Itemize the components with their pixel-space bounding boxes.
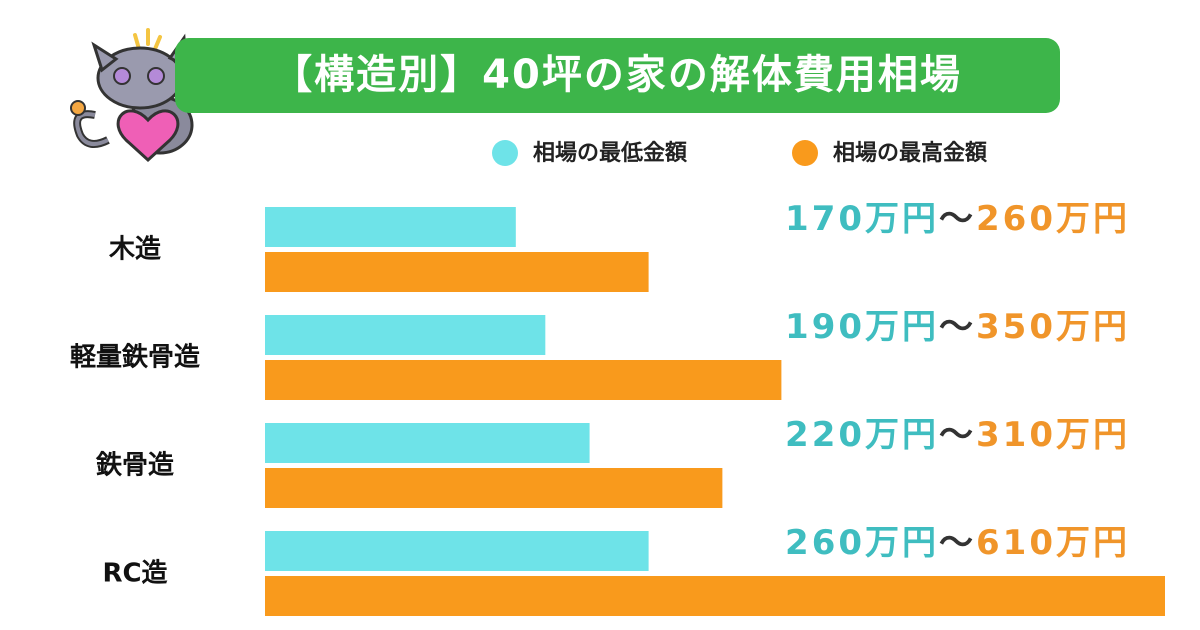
range-label: 170万円〜260万円	[785, 199, 1130, 239]
value-label: 190万円	[785, 307, 939, 347]
range-separator: 〜	[939, 415, 976, 455]
range-label: 260万円〜610万円	[785, 523, 1130, 563]
title-background	[175, 38, 1060, 113]
mascot	[70, 28, 194, 163]
category-label: 鉄骨造	[95, 451, 174, 481]
value-label: 220万円	[785, 415, 939, 455]
bar	[265, 207, 516, 247]
bar	[265, 531, 649, 571]
legend-label: 相場の最低金額	[533, 141, 688, 166]
legend-label: 相場の最高金額	[833, 140, 988, 166]
bar	[265, 252, 649, 292]
value-label: 610万円	[976, 523, 1130, 563]
range-label: 220万円〜310万円	[785, 415, 1130, 455]
legend-marker	[492, 140, 518, 166]
category-label: 木造	[108, 235, 161, 265]
value-label: 170万円	[785, 199, 939, 239]
bar	[265, 360, 782, 400]
value-label: 310万円	[976, 415, 1130, 455]
value-label: 350万円	[976, 307, 1130, 347]
bar	[265, 315, 546, 355]
category-label: 軽量鉄骨造	[70, 342, 200, 373]
range-separator: 〜	[939, 307, 976, 347]
bar	[265, 576, 1165, 616]
value-label: 260万円	[976, 199, 1130, 239]
range-label: 190万円〜350万円	[785, 307, 1130, 347]
range-separator: 〜	[939, 199, 976, 239]
range-separator: 〜	[939, 523, 976, 563]
category-label: RC造	[102, 559, 167, 589]
value-label: 260万円	[785, 523, 939, 563]
legend-marker	[792, 140, 818, 166]
bar	[265, 468, 723, 508]
chart-title: 【構造別】40坪の家の解体費用相場	[272, 52, 962, 98]
bar	[265, 423, 590, 463]
